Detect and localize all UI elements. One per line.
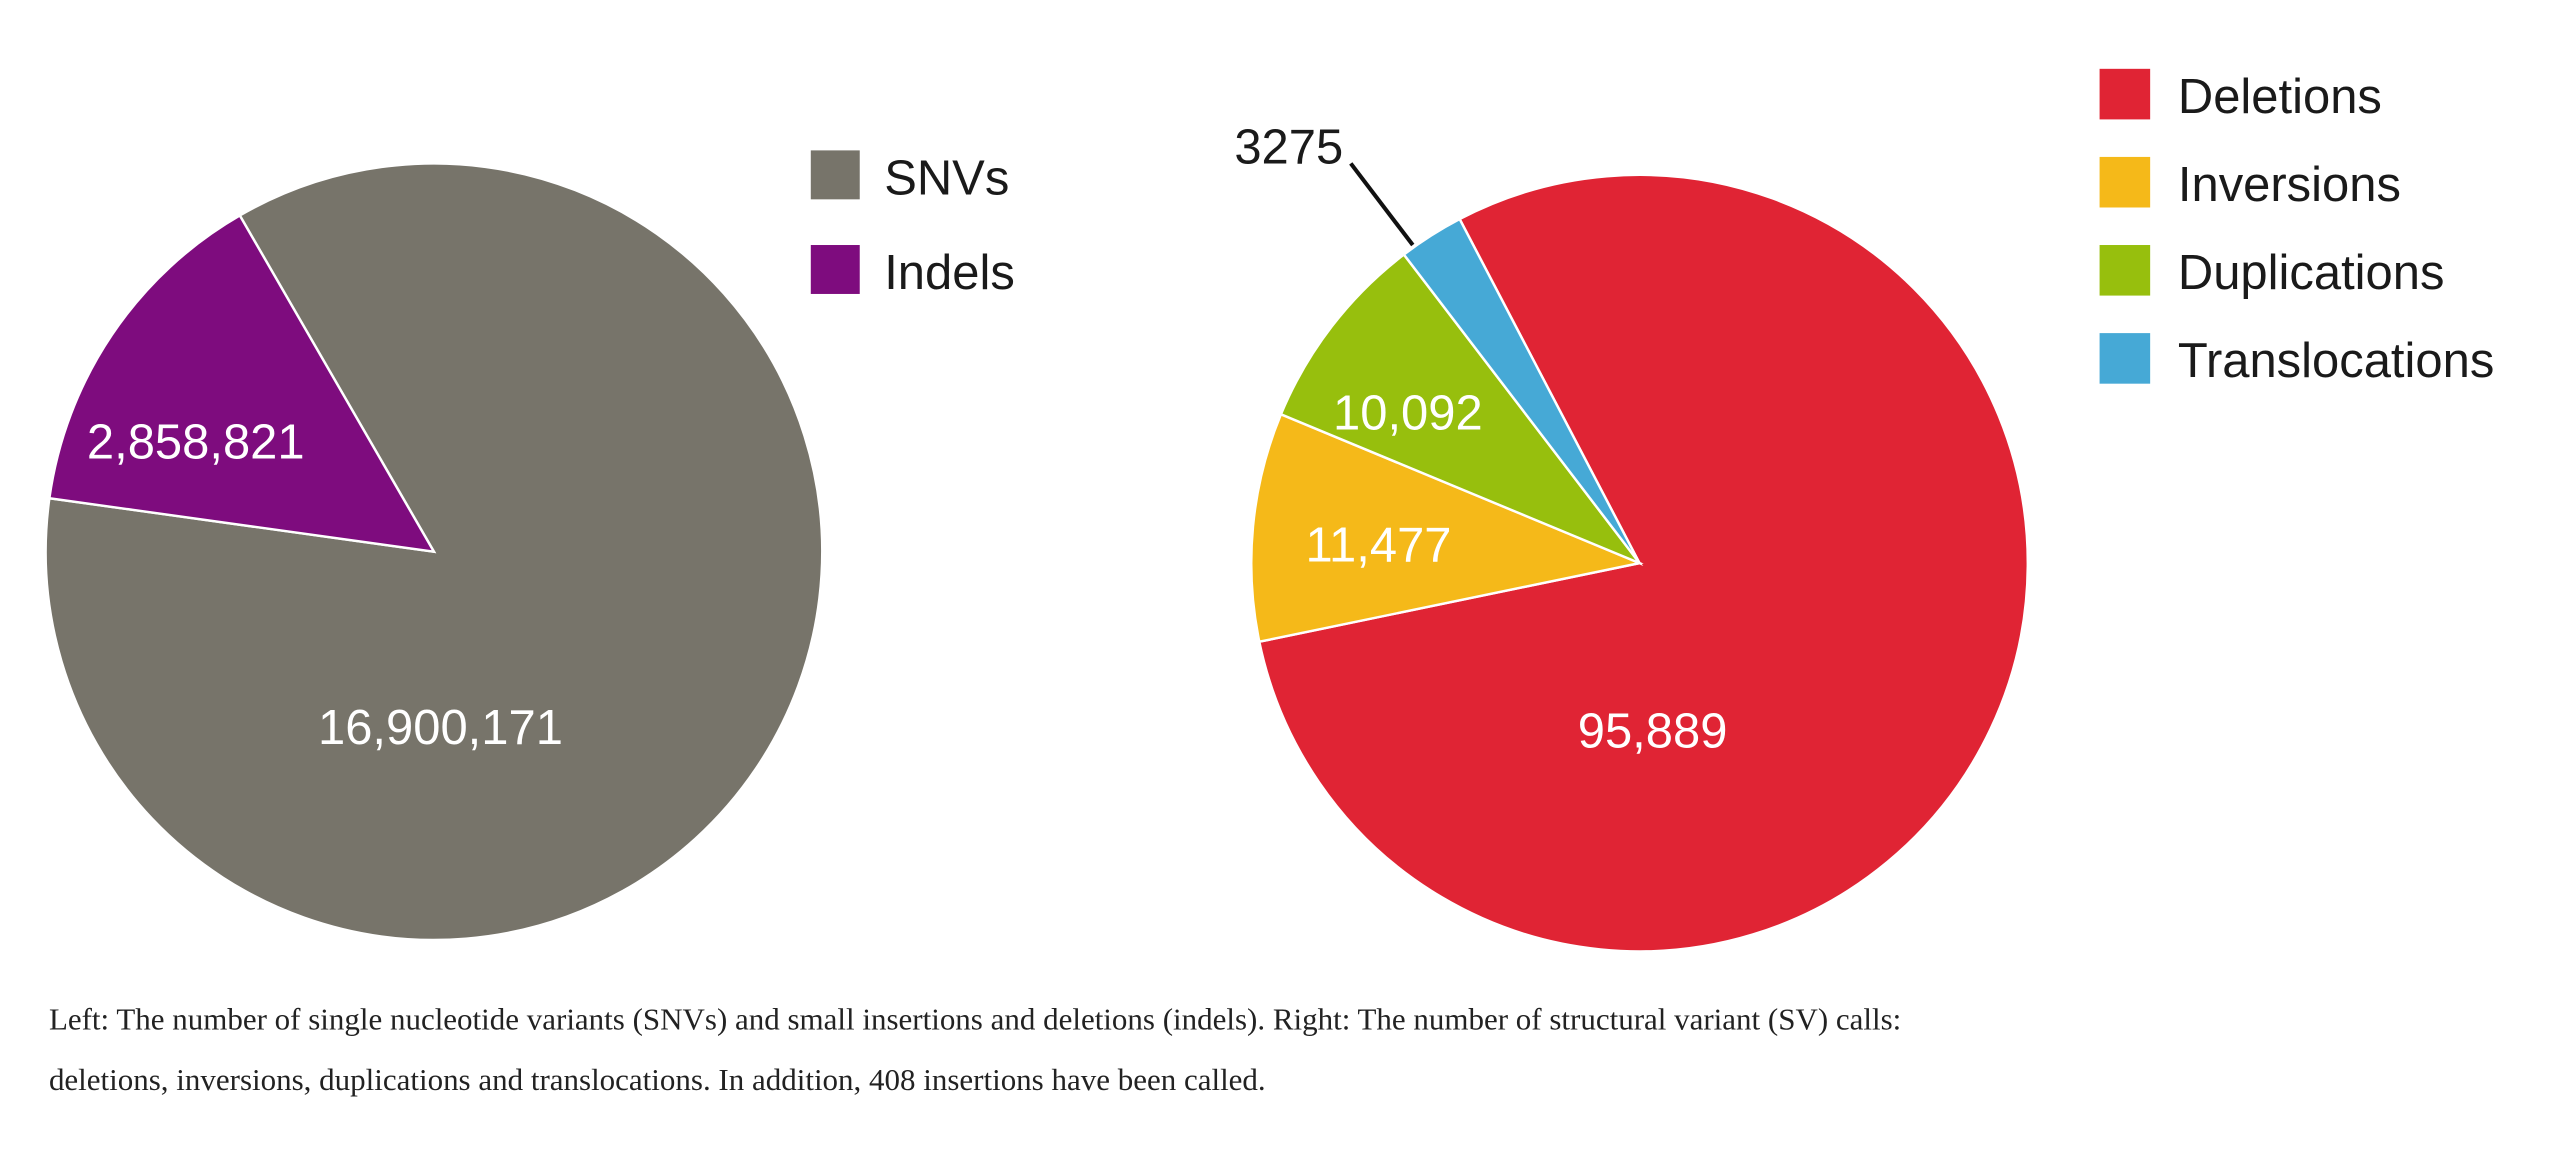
- legend-label-deletions: Deletions: [2178, 70, 2382, 124]
- leader-line: [1349, 162, 1415, 247]
- caption-line-2: deletions, inversions, duplications and …: [49, 1062, 1266, 1097]
- pie-slice-deletions: [1257, 173, 2029, 953]
- data-label-snvs: 16,900,171: [318, 701, 563, 755]
- data-label-deletions: 95,889: [1578, 704, 1728, 758]
- legend-label-indels: Indels: [884, 246, 1015, 300]
- legend-swatch-inversions: [2099, 156, 2151, 208]
- data-label-translocations: 3275: [1234, 120, 1343, 174]
- legend-swatch-translocations: [2099, 333, 2151, 384]
- caption-line-1: Left: The number of single nucleotide va…: [49, 1002, 1901, 1037]
- pie-slice-translocations: [1402, 217, 1641, 564]
- pie-chart-snvs-indels: [44, 162, 824, 942]
- legend-swatch-snvs: [810, 150, 860, 200]
- data-label-duplications: 10,092: [1333, 386, 1483, 440]
- legend-label-duplications: Duplications: [2178, 246, 2445, 300]
- legend-label-snvs: SNVs: [884, 151, 1009, 205]
- pie-chart-structural-variants: [1250, 173, 2029, 953]
- legend-swatch-deletions: [2099, 68, 2151, 120]
- data-label-indels: 2,858,821: [87, 416, 305, 470]
- pie-slice-inversions: [1250, 412, 1644, 644]
- legend-swatch-duplications: [2099, 245, 2151, 296]
- pie-slice-duplications: [1279, 252, 1644, 567]
- legend-swatch-indels: [810, 245, 860, 294]
- legend-label-translocations: Translocations: [2178, 334, 2494, 388]
- pie-slice-indels: [47, 213, 437, 554]
- legend-label-inversions: Inversions: [2178, 158, 2401, 212]
- data-label-inversions: 11,477: [1305, 519, 1451, 573]
